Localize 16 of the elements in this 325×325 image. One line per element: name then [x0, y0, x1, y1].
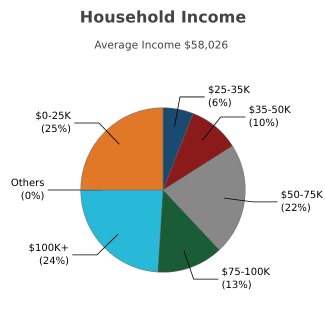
slice-label: $75-100K: [222, 267, 270, 278]
slice-label: $35-50K: [248, 104, 292, 116]
data-label: (10%): [248, 118, 279, 130]
chart-title: Household Income: [80, 8, 246, 26]
data-label: (22%): [280, 202, 311, 214]
chart-subtitle: Average Income $58,026: [94, 38, 228, 52]
data-label: (13%): [222, 280, 252, 292]
category-label: Others: [10, 178, 44, 189]
slice-label: $100K+: [28, 242, 70, 254]
data-label: (6%): [208, 98, 232, 110]
slice-label: $0-25K: [35, 110, 72, 122]
slice-label: $50-75K: [280, 190, 324, 201]
text: (0%): [20, 191, 44, 202]
data-label: (24%): [38, 256, 70, 267]
data-label: (25%): [40, 124, 72, 136]
slice-label: $25-35K: [208, 84, 250, 96]
